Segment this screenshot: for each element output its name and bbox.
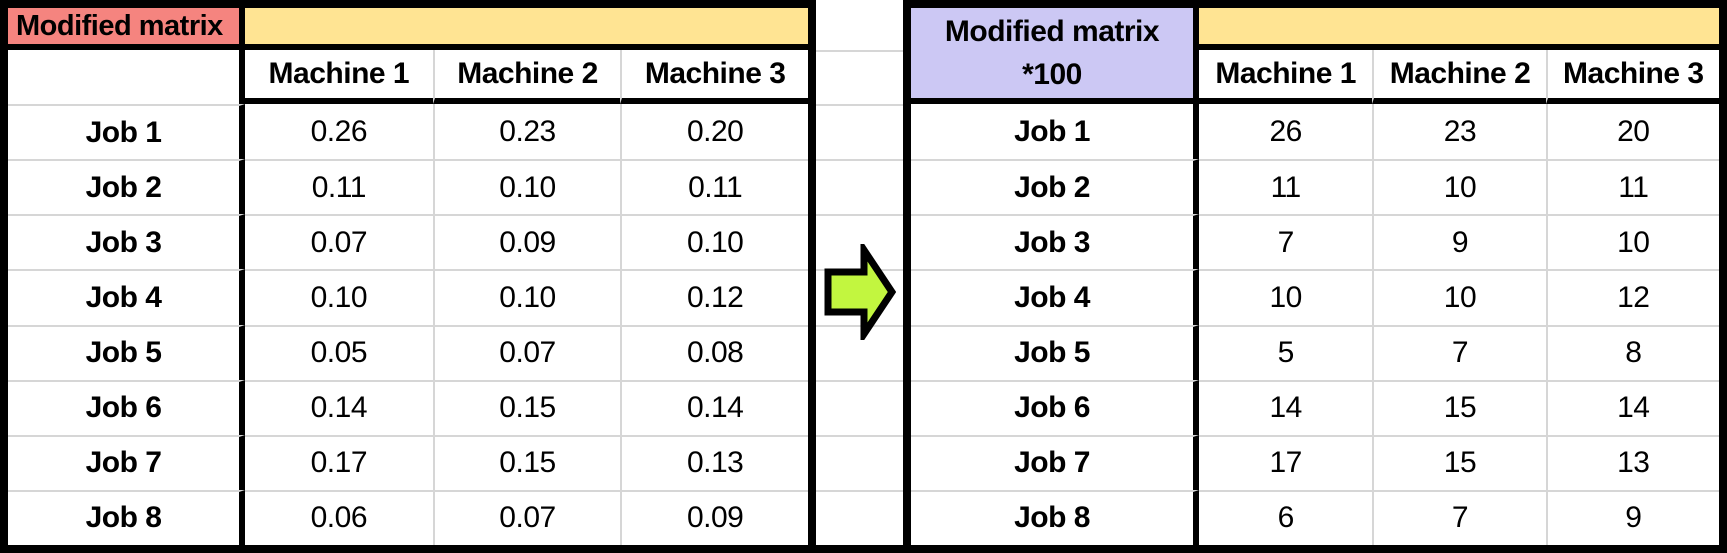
right-col-header-machine-1: Machine 1	[1199, 50, 1373, 104]
value-cell: 12	[1545, 269, 1719, 325]
value-cell: 6	[1199, 489, 1373, 545]
row-label: Job 2	[8, 159, 245, 215]
value-cell: 23	[1372, 104, 1545, 160]
right-col-header-machine-3: Machine 3	[1545, 50, 1719, 104]
gap-cell	[816, 159, 903, 214]
value-cell: 0.09	[432, 214, 621, 270]
right-arrow-icon	[824, 244, 896, 340]
value-cell: 0.07	[432, 324, 621, 380]
left-col-header-machine-3: Machine 3	[620, 50, 808, 104]
right-col-header-machine-2: Machine 2	[1372, 50, 1546, 104]
value-cell: 0.07	[245, 214, 433, 269]
row-label: Job 4	[911, 269, 1199, 325]
left-col-header-machine-2: Machine 2	[432, 50, 621, 104]
row-label: Job 5	[8, 324, 245, 380]
value-cell: 0.20	[620, 104, 808, 160]
value-cell: 0.10	[432, 159, 621, 215]
value-cell: 9	[1545, 489, 1719, 545]
value-cell: 0.26	[310, 114, 368, 148]
right-table-title-line2: *100	[1022, 58, 1082, 91]
value-cell: 7	[1372, 489, 1546, 545]
value-cell: 26	[1269, 114, 1302, 148]
value-cell: 0.05	[245, 324, 433, 380]
value-cell: 0.07	[432, 489, 621, 545]
left-corner-cell	[8, 50, 245, 104]
gap-cell	[816, 324, 903, 380]
value-cell: 0.09	[620, 489, 808, 545]
value-cell: 0.10	[620, 214, 808, 270]
value-cell: 11	[1545, 159, 1719, 215]
gap-cell	[816, 0, 903, 50]
value-cell: 0.14	[620, 379, 808, 435]
gap-cell	[816, 214, 903, 269]
value-cell: 17	[1199, 434, 1373, 490]
value-cell: 10	[1372, 159, 1546, 215]
row-label: Job 6	[911, 379, 1199, 435]
row-label: Job 1	[911, 104, 1199, 160]
right-table-header-band	[1199, 8, 1719, 50]
gap-cell	[816, 489, 903, 545]
value-cell: 0.06	[245, 489, 433, 545]
left-table-title: Modified matrix	[8, 8, 245, 50]
left-col-header-machine-1: Machine 1	[245, 50, 433, 104]
modified-matrix-table: Modified matrix Machine 1 Machine 2 Mach…	[0, 0, 816, 545]
row-label: Job 6	[8, 379, 245, 435]
value-cell: 0.08	[620, 324, 808, 380]
gap-cell	[816, 379, 903, 435]
row-label: Job 8	[911, 489, 1199, 545]
value-cell: 0.12	[620, 269, 808, 325]
modified-matrix-x100-table: Modified matrix *100 Machine 1 Machine 2…	[903, 0, 1727, 545]
value-cell: 0.15	[432, 434, 621, 490]
value-cell: 9	[1372, 214, 1546, 270]
value-cell: 0.11	[245, 159, 433, 214]
row-label: Job 2	[911, 159, 1199, 215]
value-cell: 11	[1199, 159, 1373, 214]
row-label: Job 3	[911, 214, 1199, 270]
value-cell: 0.10	[245, 269, 433, 324]
row-label: Job 1	[8, 104, 245, 160]
value-cell: 0.11	[620, 159, 808, 215]
row-label: Job 4	[8, 269, 245, 325]
value-cell: 10	[1372, 269, 1546, 325]
value-cell: 10	[1545, 214, 1719, 270]
value-cell: 15	[1372, 434, 1546, 490]
value-cell: 0.23	[432, 104, 621, 160]
row-label: Job 3	[8, 214, 245, 270]
value-cell: 0.10	[432, 269, 621, 325]
value-cell: 5	[1199, 324, 1373, 380]
value-cell: 0.15	[432, 379, 621, 435]
gap-cell	[816, 104, 903, 159]
value-cell: 0.13	[620, 434, 808, 490]
row-label: Job 7	[911, 434, 1199, 490]
gap-cell	[816, 434, 903, 490]
value-cell: 0.17	[245, 434, 433, 490]
value-cell: 13	[1545, 434, 1719, 490]
right-arrow-shape	[824, 244, 896, 340]
row-label: Job 8	[8, 489, 245, 545]
value-cell: 15	[1372, 379, 1546, 435]
row-label: Job 7	[8, 434, 245, 490]
value-cell: 7	[1372, 324, 1546, 380]
right-table-title: Modified matrix *100	[911, 8, 1199, 104]
value-cell: 8	[1545, 324, 1719, 380]
value-cell: 14	[1545, 379, 1719, 435]
left-table-header-band	[245, 8, 808, 50]
value-cell: 0.14	[245, 379, 433, 435]
value-cell: 20	[1545, 104, 1719, 160]
row-label: Job 5	[911, 324, 1199, 380]
right-table-title-line1: Modified matrix	[944, 14, 1160, 48]
value-cell: 10	[1199, 269, 1373, 324]
gap-cell	[816, 50, 903, 104]
value-cell: 14	[1199, 379, 1373, 435]
value-cell: 7	[1199, 214, 1373, 269]
